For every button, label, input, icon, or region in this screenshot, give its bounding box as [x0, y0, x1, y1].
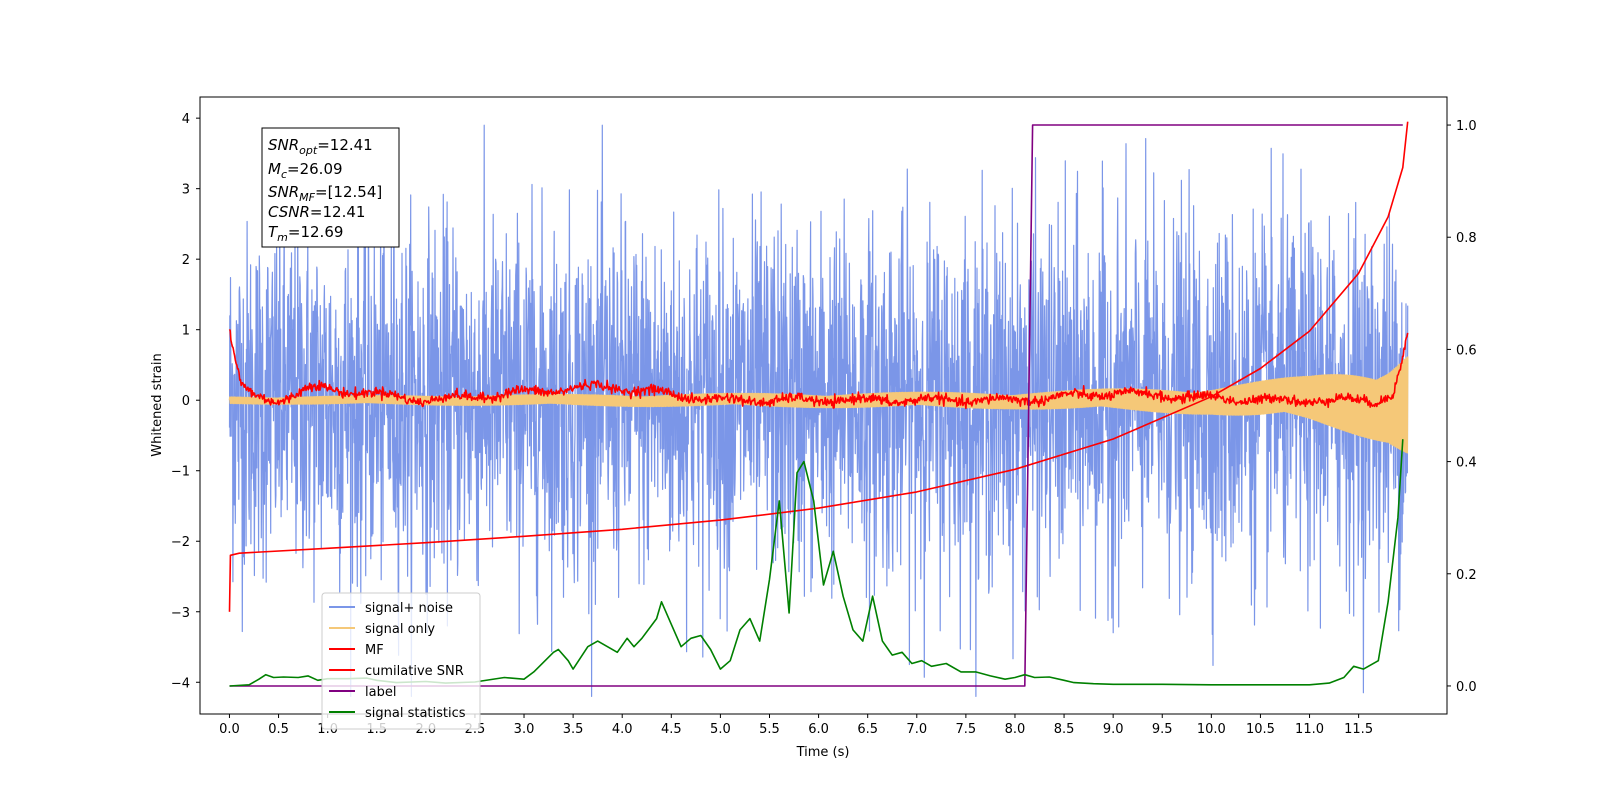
- info-csnr: CSNR=12.41: [268, 203, 365, 221]
- x-tick-label: 11.0: [1295, 722, 1324, 737]
- series-line-mf: [228, 328, 1409, 410]
- y-right-tick-label: 0.2: [1456, 568, 1477, 583]
- info-box-frame: [261, 127, 400, 248]
- y-left-tick-label: −2: [171, 535, 190, 550]
- x-tick-label: 7.0: [906, 722, 927, 737]
- x-tick-label: 6.0: [808, 722, 829, 737]
- info-tm: Tm=12.69: [268, 223, 343, 244]
- y-right-tick-label: 0.0: [1456, 680, 1477, 695]
- x-tick-label: 9.5: [1152, 722, 1173, 737]
- legend-label: signal+ noise: [365, 601, 453, 616]
- x-tick-label: 3.5: [563, 722, 584, 737]
- x-tick-label: 0.5: [268, 722, 289, 737]
- series-layer: [228, 121, 1409, 697]
- legend: signal+ noise signal only MF cumilative SNR…: [321, 592, 481, 730]
- series-line-signal-noise: [228, 124, 1409, 697]
- y-left-tick-label: 4: [182, 112, 190, 127]
- x-tick-label: 7.5: [956, 722, 977, 737]
- legend-label: signal only: [365, 622, 435, 637]
- plot-area-frame: [199, 96, 1448, 715]
- y-left-tick-label: 0: [182, 394, 190, 409]
- legend-frame: [321, 592, 481, 730]
- x-tick-label: 5.0: [710, 722, 731, 737]
- x-tick-label: 5.5: [759, 722, 780, 737]
- x-tick-label: 9.0: [1103, 722, 1124, 737]
- x-tick-label: 11.5: [1344, 722, 1373, 737]
- series-line-label: [229, 124, 1403, 687]
- info-snr-mf: SNRMF=[12.54]: [268, 183, 382, 204]
- y-right-tick-label: 1.0: [1456, 119, 1477, 134]
- y-axis-left-label: Whitened strain: [150, 353, 165, 456]
- legend-label: signal statistics: [365, 706, 466, 721]
- y-left-tick-label: 2: [182, 253, 190, 268]
- y-left-tick-label: −4: [171, 676, 190, 691]
- legend-label: label: [365, 685, 396, 700]
- y-left-tick-label: 1: [182, 324, 190, 339]
- y-right-tick-label: 0.4: [1456, 456, 1477, 471]
- info-mc: Mc=26.09: [268, 160, 343, 181]
- series-line-cumilative-snr: [228, 121, 1409, 612]
- legend-label: cumilative SNR: [365, 664, 464, 679]
- x-axis-label: Time (s): [796, 745, 850, 760]
- y-left-tick-label: −3: [171, 606, 190, 621]
- x-tick-label: 0.0: [219, 722, 240, 737]
- x-tick-label: 4.5: [661, 722, 682, 737]
- x-tick-label: 8.0: [1005, 722, 1026, 737]
- x-tick-label: 6.5: [857, 722, 878, 737]
- x-tick-label: 8.5: [1054, 722, 1075, 737]
- legend-label: MF: [365, 643, 384, 658]
- info-box: SNRopt=12.41 Mc=26.09 SNRMF=[12.54] CSNR…: [261, 127, 400, 248]
- x-tick-label: 3.0: [514, 722, 535, 737]
- y-left-tick-label: 3: [182, 183, 190, 198]
- y-right-tick-label: 0.6: [1456, 343, 1477, 358]
- x-tick-label: 10.0: [1197, 722, 1226, 737]
- y-axis-left: 4 3 2 1 0 −1 −2 −3 −4: [171, 112, 200, 691]
- y-right-tick-label: 0.8: [1456, 231, 1477, 246]
- y-left-tick-label: −1: [171, 465, 190, 480]
- y-axis-right: 1.0 0.8 0.6 0.4 0.2 0.0: [1447, 119, 1477, 695]
- info-snr-opt: SNRopt=12.41: [268, 136, 373, 157]
- x-tick-label: 4.0: [612, 722, 633, 737]
- x-tick-label: 10.5: [1246, 722, 1275, 737]
